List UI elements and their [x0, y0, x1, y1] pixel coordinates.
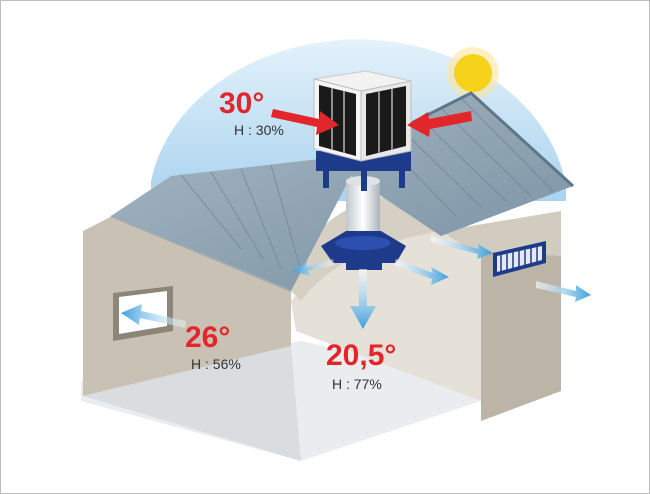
roof-vent-icon	[493, 241, 546, 277]
room-humidity: H : 56%	[191, 356, 241, 372]
left-wall	[83, 181, 291, 396]
sun-icon	[447, 47, 499, 99]
left-wall-shade	[83, 346, 301, 461]
roof-edge	[110, 215, 292, 292]
arrow-supply-right	[394, 259, 449, 285]
arrow-supply-down	[350, 269, 376, 329]
room-temp: 26°	[185, 321, 231, 354]
diffuser	[321, 231, 406, 270]
arrow-window	[121, 304, 186, 328]
arrow-vent-in	[431, 236, 493, 259]
evaporative-cooler-icon	[313, 70, 412, 191]
arrow-hot-left	[271, 109, 339, 135]
roof	[111, 93, 573, 291]
arrow-hot-right	[407, 111, 472, 137]
arrow-supply-left	[293, 259, 335, 276]
outside-temp: 30°	[219, 87, 265, 120]
outside-humidity: H : 30%	[234, 122, 284, 138]
arrow-vent-out	[536, 281, 591, 302]
center-temp: 20,5°	[326, 339, 397, 372]
center-humidity: H : 77%	[332, 376, 382, 392]
